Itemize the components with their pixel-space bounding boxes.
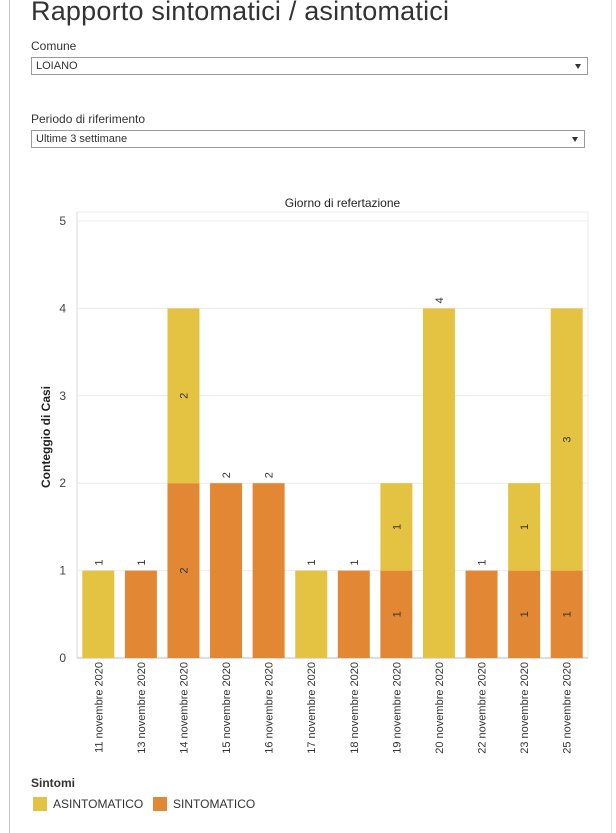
legend-swatch-sintomatico [153, 797, 167, 811]
bar-sintomatico [550, 570, 583, 658]
bar-sintomatico [465, 570, 498, 658]
data-label-total: 1 [306, 560, 318, 566]
x-tick-label: 18 novembre 2020 [349, 662, 361, 754]
y-tick-label: 5 [59, 214, 66, 228]
bar-sintomatico [508, 570, 541, 658]
data-label-sintomatico: 1 [391, 611, 403, 617]
y-tick-label: 3 [59, 389, 66, 403]
bar-sintomatico [167, 483, 200, 658]
data-label-total: 1 [93, 560, 105, 566]
bar-sintomatico [337, 570, 370, 658]
x-tick-label: 19 novembre 2020 [391, 662, 403, 754]
y-tick-label: 0 [59, 651, 66, 665]
data-label-asintomatico: 2 [178, 393, 190, 399]
data-label-total: 2 [264, 472, 276, 478]
x-tick-label: 11 novembre 2020 [93, 662, 105, 753]
legend-label-asintomatico: ASINTOMATICO [53, 797, 144, 811]
data-label-total: 4 [434, 297, 446, 303]
comune-dropdown[interactable]: LOIANO [31, 57, 588, 75]
legend-item-sintomatico[interactable]: SINTOMATICO [153, 797, 255, 811]
bar-sintomatico [210, 483, 243, 658]
data-label-total: 1 [349, 560, 361, 566]
x-tick-label: 22 novembre 2020 [477, 662, 489, 754]
bar-sintomatico [380, 570, 413, 658]
y-tick-label: 1 [59, 564, 66, 578]
page-title: Rapporto sintomatici / asintomatici [31, 0, 450, 26]
chevron-down-icon[interactable] [572, 137, 578, 142]
periodo-dropdown-value: Ultime 3 settimane [36, 133, 128, 145]
bar-asintomatico [82, 570, 115, 658]
x-tick-label: 14 novembre 2020 [178, 662, 190, 754]
y-tick-label: 2 [59, 476, 66, 490]
comune-dropdown-value: LOIANO [36, 60, 78, 72]
data-label-total: 1 [477, 560, 489, 566]
data-label-asintomatico: 3 [562, 436, 574, 442]
legend-label-sintomatico: SINTOMATICO [173, 797, 256, 811]
x-tick-label: 23 novembre 2020 [519, 662, 531, 754]
legend-item-asintomatico[interactable]: ASINTOMATICO [33, 797, 143, 811]
y-axis-label: Conteggio di Casi [39, 386, 53, 488]
chart-title: Giorno di refertazione [285, 196, 401, 210]
periodo-filter-label: Periodo di riferimento [31, 112, 146, 126]
data-label-total: 1 [136, 560, 148, 566]
periodo-dropdown[interactable]: Ultime 3 settimane [31, 130, 585, 148]
bar-asintomatico [380, 483, 413, 571]
legend-swatch-asintomatico [33, 797, 47, 811]
right-border [611, 0, 612, 833]
x-tick-label: 25 novembre 2020 [562, 662, 574, 754]
bar-asintomatico [295, 570, 328, 658]
data-label-asintomatico: 1 [391, 524, 403, 530]
data-label-total: 2 [221, 472, 233, 478]
bar-sintomatico [252, 483, 285, 658]
bar-sintomatico [124, 570, 157, 658]
x-tick-label: 20 novembre 2020 [434, 662, 446, 754]
comune-filter-label: Comune [31, 39, 77, 53]
bar-asintomatico [550, 308, 583, 571]
data-label-sintomatico: 1 [519, 611, 531, 617]
legend-title: Sintomi [31, 776, 75, 790]
x-tick-label: 15 novembre 2020 [221, 662, 233, 754]
x-tick-label: 16 novembre 2020 [264, 662, 276, 754]
bar-asintomatico [167, 308, 200, 484]
x-tick-label: 17 novembre 2020 [306, 662, 318, 754]
data-label-asintomatico: 1 [519, 524, 531, 530]
data-label-sintomatico: 1 [562, 611, 574, 617]
data-label-sintomatico: 2 [178, 568, 190, 574]
bar-asintomatico [508, 483, 541, 571]
left-border [9, 0, 10, 833]
bar-asintomatico [422, 308, 455, 658]
chevron-down-icon[interactable] [575, 64, 581, 69]
x-tick-label: 13 novembre 2020 [136, 662, 148, 754]
y-tick-label: 4 [59, 301, 66, 315]
